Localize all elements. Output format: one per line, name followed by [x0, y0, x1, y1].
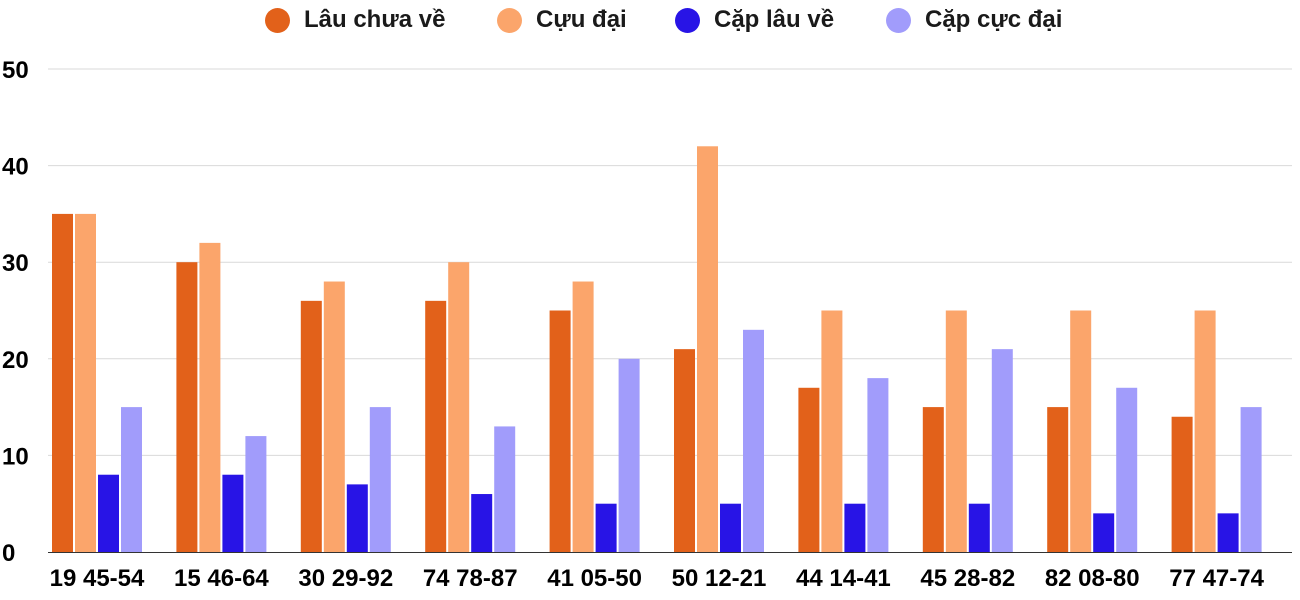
x-tick-label: 19 45-54 — [50, 565, 145, 592]
bar — [549, 310, 571, 552]
bar — [222, 474, 244, 552]
y-tick-label: 0 — [2, 540, 15, 567]
y-tick-label: 20 — [2, 347, 29, 374]
x-tick-label: 45 28-82 — [920, 565, 1015, 592]
bar — [176, 262, 198, 552]
bar — [323, 281, 345, 552]
x-tick-label: 30 29-92 — [298, 565, 393, 592]
x-tick-label: 44 14-41 — [796, 565, 891, 592]
legend-label-cuu-dai: Cựu đại — [536, 6, 627, 33]
legend-item-cuu-dai: Cựu đại — [497, 2, 627, 38]
legend-item-lau-chua-ve: Lâu chưa về — [265, 2, 445, 38]
bar — [75, 213, 96, 552]
bar — [572, 281, 594, 552]
bar — [1171, 416, 1193, 552]
y-tick-label: 50 — [2, 57, 29, 84]
bar — [674, 349, 695, 552]
x-tick-label: 15 46-64 — [174, 565, 269, 592]
bar — [618, 358, 640, 552]
bar — [245, 436, 267, 552]
x-axis-ticks: 19 45-54 15 46-64 30 29-92 74 78-87 41 05-50… — [50, 565, 1265, 592]
bar — [1217, 513, 1239, 552]
bar — [346, 484, 368, 552]
bar — [1093, 513, 1115, 552]
legend-item-cap-cuc-dai: Cặp cực đại — [886, 2, 1062, 38]
bar — [98, 474, 119, 552]
bar — [448, 262, 470, 552]
bar — [199, 242, 221, 552]
bar — [991, 349, 1013, 552]
bar — [720, 503, 741, 552]
bar — [494, 426, 516, 552]
x-tick-label: 77 47-74 — [1169, 565, 1264, 592]
bar — [1116, 387, 1138, 552]
bar — [595, 503, 617, 552]
bar — [867, 378, 889, 552]
bar — [968, 503, 990, 552]
bar — [369, 407, 391, 552]
bar — [1240, 407, 1262, 552]
legend-swatch-cuu-dai — [497, 7, 522, 33]
y-axis-ticks: 0 10 20 30 40 50 — [2, 57, 29, 567]
bar — [697, 146, 718, 552]
x-tick-label: 50 12-21 — [672, 565, 767, 592]
x-tick-label: 82 08-80 — [1045, 565, 1140, 592]
legend: Lâu chưa về Cựu đại Cặp lâu về Cặp cực đ… — [0, 2, 1300, 38]
x-tick-label: 74 78-87 — [423, 565, 518, 592]
bar — [798, 387, 820, 552]
legend-swatch-cap-lau-ve — [675, 7, 700, 33]
bar — [471, 494, 493, 552]
bar — [821, 310, 843, 552]
bar — [425, 300, 447, 552]
legend-item-cap-lau-ve: Cặp lâu về — [675, 2, 834, 38]
legend-label-lau-chua-ve: Lâu chưa về — [304, 6, 446, 33]
legend-swatch-cap-cuc-dai — [886, 7, 911, 33]
bar — [300, 300, 322, 552]
legend-label-cap-lau-ve: Cặp lâu về — [714, 6, 835, 33]
bar — [121, 407, 142, 552]
bar — [743, 329, 764, 552]
y-tick-label: 40 — [2, 154, 29, 181]
x-tick-label: 41 05-50 — [547, 565, 642, 592]
bar — [844, 503, 866, 552]
bar — [1070, 310, 1092, 552]
bar — [52, 213, 73, 552]
bar — [945, 310, 967, 552]
y-tick-label: 10 — [2, 443, 29, 470]
legend-label-cap-cuc-dai: Cặp cực đại — [925, 6, 1063, 33]
bars — [52, 146, 1262, 552]
legend-swatch-lau-chua-ve — [265, 7, 290, 33]
y-tick-label: 30 — [2, 250, 29, 277]
bar — [922, 407, 944, 552]
bar — [1047, 407, 1069, 552]
bar — [1194, 310, 1216, 552]
